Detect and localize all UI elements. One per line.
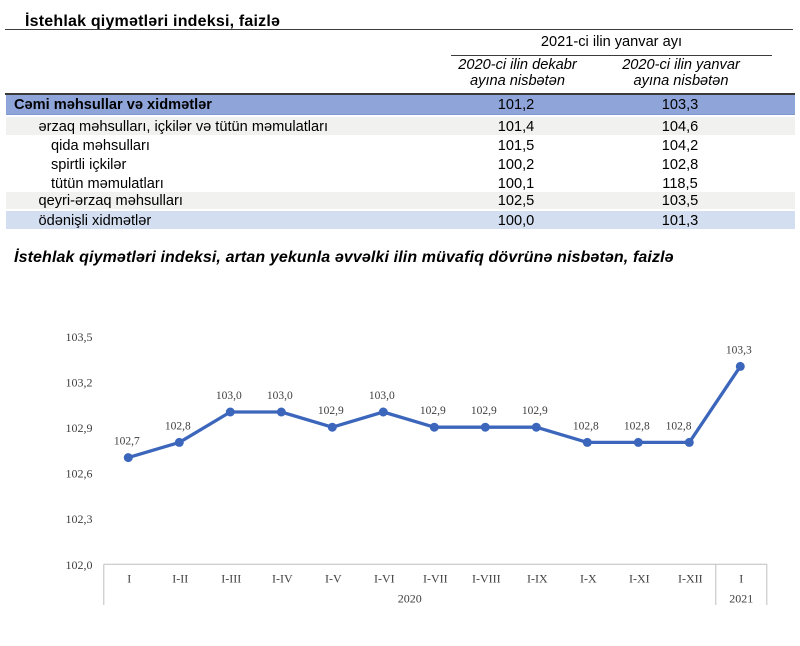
svg-text:102,9: 102,9 xyxy=(66,421,93,435)
svg-text:2021: 2021 xyxy=(729,592,753,606)
svg-text:2020: 2020 xyxy=(398,592,422,606)
svg-text:102,6: 102,6 xyxy=(66,467,93,481)
svg-text:I-V: I-V xyxy=(325,572,342,586)
svg-text:102,9: 102,9 xyxy=(318,405,344,417)
svg-text:I: I xyxy=(739,572,743,586)
svg-text:103,3: 103,3 xyxy=(726,344,752,356)
svg-text:I-IX: I-IX xyxy=(527,572,548,586)
svg-text:103,0: 103,0 xyxy=(216,390,242,402)
svg-text:I-VIII: I-VIII xyxy=(472,572,501,586)
svg-text:102,7: 102,7 xyxy=(114,436,140,448)
svg-text:103,0: 103,0 xyxy=(267,390,293,402)
svg-text:102,8: 102,8 xyxy=(165,420,191,432)
svg-text:102,8: 102,8 xyxy=(573,420,599,432)
svg-text:102,8: 102,8 xyxy=(666,420,692,432)
svg-text:102,9: 102,9 xyxy=(420,405,446,417)
svg-text:102,3: 102,3 xyxy=(66,512,93,526)
svg-text:I-XII: I-XII xyxy=(678,572,703,586)
svg-text:I-X: I-X xyxy=(580,572,597,586)
svg-text:103,0: 103,0 xyxy=(369,390,395,402)
svg-text:I-III: I-III xyxy=(221,572,241,586)
svg-text:I-IV: I-IV xyxy=(272,572,293,586)
svg-text:I: I xyxy=(127,572,131,586)
svg-text:I-VI: I-VI xyxy=(374,572,395,586)
svg-text:I-II: I-II xyxy=(172,572,188,586)
svg-text:I-XI: I-XI xyxy=(629,572,650,586)
svg-text:103,5: 103,5 xyxy=(66,330,93,344)
svg-text:I-VII: I-VII xyxy=(423,572,448,586)
svg-text:102,9: 102,9 xyxy=(522,405,548,417)
svg-text:103,2: 103,2 xyxy=(66,375,93,389)
svg-text:102,0: 102,0 xyxy=(66,558,93,572)
svg-text:102,8: 102,8 xyxy=(624,420,650,432)
svg-text:102,9: 102,9 xyxy=(471,405,497,417)
